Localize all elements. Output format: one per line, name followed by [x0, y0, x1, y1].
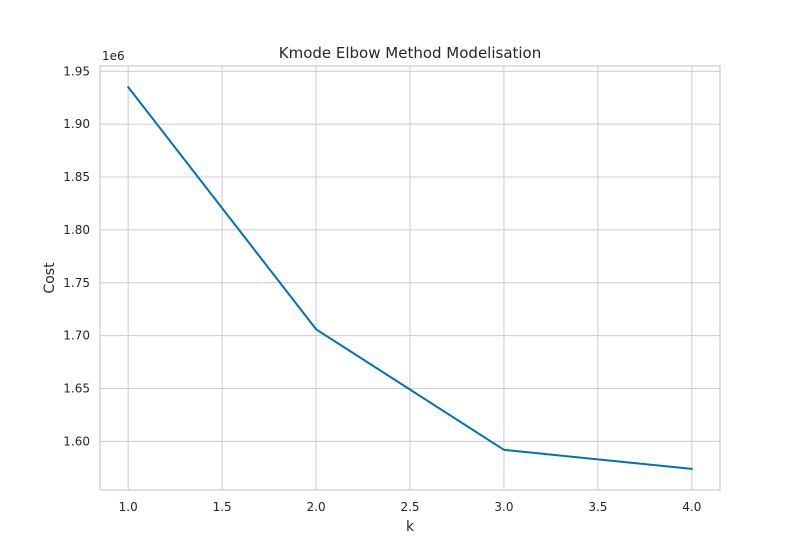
- y-tick-label: 1.95: [63, 64, 90, 78]
- y-tick-label: 1.85: [63, 170, 90, 184]
- x-tick-label: 1.0: [119, 500, 138, 514]
- y-tick-label: 1.80: [63, 223, 90, 237]
- x-tick-label: 3.0: [494, 500, 513, 514]
- chart-title: Kmode Elbow Method Modelisation: [279, 44, 542, 62]
- y-offset-label: 1e6: [102, 49, 125, 63]
- y-tick-label: 1.65: [63, 381, 90, 395]
- series-line: [127, 86, 693, 470]
- y-tick-label: 1.90: [63, 117, 90, 131]
- y-axis-ticks: 1.60 1.65 1.70 1.75 1.80 1.85 1.90 1.95: [63, 64, 90, 448]
- series-group: [127, 86, 693, 470]
- grid: [100, 66, 720, 490]
- x-tick-label: 2.0: [307, 500, 326, 514]
- x-tick-label: 4.0: [682, 500, 701, 514]
- y-axis-label: Cost: [42, 262, 58, 294]
- x-tick-label: 3.5: [588, 500, 607, 514]
- x-axis-ticks: 1.0 1.5 2.0 2.5 3.0 3.5 4.0: [119, 500, 702, 514]
- y-tick-label: 1.60: [63, 434, 90, 448]
- y-tick-label: 1.70: [63, 329, 90, 343]
- x-tick-label: 1.5: [213, 500, 232, 514]
- x-tick-label: 2.5: [400, 500, 419, 514]
- plot-area: [99, 65, 721, 491]
- y-tick-label: 1.75: [63, 276, 90, 290]
- x-axis-label: k: [406, 519, 415, 535]
